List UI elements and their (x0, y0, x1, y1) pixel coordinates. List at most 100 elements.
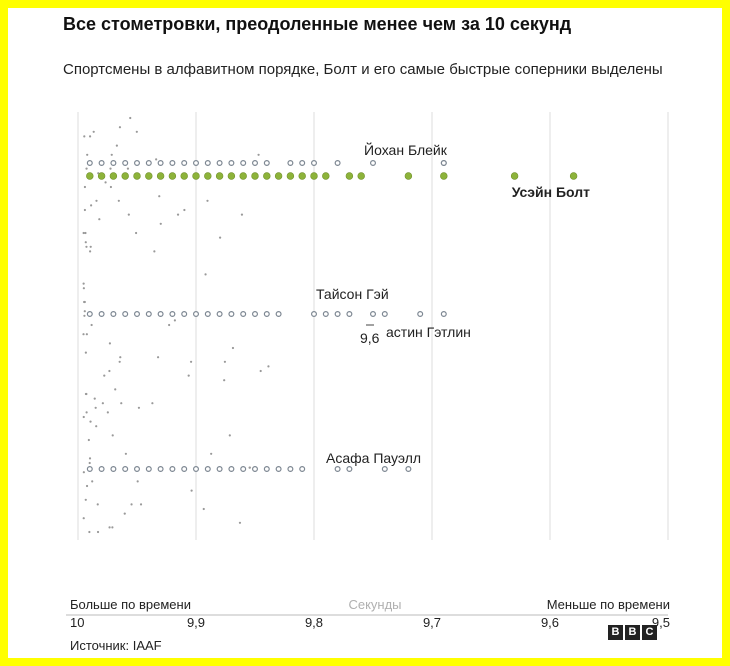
bolt-dot (298, 172, 306, 180)
background-dot (82, 517, 85, 520)
athlete-1-row (86, 172, 578, 180)
athlete-dot (204, 160, 211, 167)
athlete-label: Тайсон Гэй (316, 286, 389, 302)
athlete-dot (181, 466, 188, 473)
background-dot (134, 231, 138, 235)
athlete-dot (240, 311, 247, 318)
background-dot (210, 452, 213, 455)
bolt-dot (263, 172, 271, 180)
background-dot (85, 411, 88, 414)
athlete-dot (275, 466, 282, 473)
athlete-dot (169, 466, 176, 473)
background-dot (190, 489, 193, 492)
background-dot (118, 360, 121, 363)
background-dot (267, 365, 270, 368)
background-dot (223, 360, 227, 363)
background-dot (119, 356, 122, 359)
athlete-dot (334, 311, 341, 318)
bolt-dot (569, 172, 578, 180)
background-dot (84, 392, 88, 396)
athlete-dot (145, 466, 152, 473)
background-dot (82, 333, 85, 336)
athlete-dot (98, 311, 105, 318)
bolt-dot (168, 172, 177, 180)
background-dot (94, 406, 97, 409)
background-dot (114, 388, 117, 391)
background-dot (106, 411, 109, 414)
athlete-label: Асафа Пауэлл (326, 450, 421, 466)
athlete-4-row (86, 466, 412, 473)
athlete-dot (263, 466, 270, 473)
chart-subtitle: Спортсмены в алфавитном порядке, Болт и … (63, 61, 663, 78)
x-tick-label: 9,9 (187, 615, 205, 630)
bolt-dot (404, 172, 413, 180)
background-dot (86, 153, 89, 156)
athlete-dot (169, 160, 176, 167)
background-dot (218, 236, 222, 239)
athlete-dot (228, 160, 235, 167)
bolt-dot (109, 172, 118, 180)
bolt-dot (357, 172, 365, 180)
athlete-dot (193, 466, 200, 473)
background-dot (259, 369, 262, 373)
logo-letter: C (642, 625, 657, 640)
background-dot (83, 300, 86, 304)
background-dot (88, 135, 92, 138)
background-dot (151, 402, 154, 405)
x-axis-left-label: Больше по времени (70, 597, 191, 612)
bolt-dot (322, 172, 330, 180)
athlete-dot (204, 466, 211, 473)
background-dot (231, 346, 235, 350)
athlete-dot (334, 160, 341, 167)
athlete-dot (134, 466, 141, 473)
athlete-dot (440, 311, 447, 318)
athlete-dot (381, 311, 388, 318)
athlete-dot (252, 311, 259, 318)
background-dot (115, 144, 118, 147)
athlete-dot (334, 466, 341, 473)
x-tick-labels: 10 9,9 9,8 9,7 9,6 9,5 (70, 615, 670, 630)
background-dot (98, 218, 101, 221)
background-dot (139, 503, 143, 506)
bolt-dot (121, 172, 129, 180)
background-dot (155, 158, 158, 161)
bolt-dot (239, 172, 247, 180)
background-dot (83, 208, 86, 212)
background-dot (136, 480, 139, 483)
background-dot (176, 213, 180, 216)
background-dot (206, 199, 209, 202)
athlete-dot (252, 466, 259, 473)
athlete-dot (134, 160, 141, 167)
athlete-dot (193, 311, 200, 318)
x-axis-label: Секунды (348, 597, 401, 612)
background-dot (129, 116, 132, 120)
background-dot (96, 503, 99, 506)
background-dot (103, 374, 106, 377)
athlete-dot (287, 466, 294, 473)
background-dot (90, 204, 93, 207)
athlete-label: астин Гэтлин (386, 324, 471, 340)
background-dot (109, 167, 112, 170)
bolt-dot (440, 172, 448, 180)
background-dot (120, 402, 123, 405)
background-dot (92, 130, 95, 133)
background-dot (108, 526, 111, 529)
background-dot (82, 287, 85, 290)
athlete-dot (181, 160, 188, 167)
athlete-rows (86, 160, 578, 473)
athlete-dot (193, 160, 200, 167)
source-note: Источник: IAAF (70, 638, 162, 653)
background-dot (135, 130, 138, 133)
athlete-dot (157, 160, 164, 167)
athlete-dot (110, 466, 117, 473)
background-dot (82, 282, 85, 285)
athlete-dot (98, 466, 105, 473)
background-dot (158, 195, 161, 198)
background-dot (111, 434, 114, 437)
x-tick-label: 9,7 (423, 615, 441, 630)
background-dot (101, 402, 104, 405)
athlete-dot (86, 466, 93, 473)
background-dot (117, 199, 120, 202)
athlete-dot (145, 311, 152, 318)
athlete-dot (346, 311, 353, 318)
